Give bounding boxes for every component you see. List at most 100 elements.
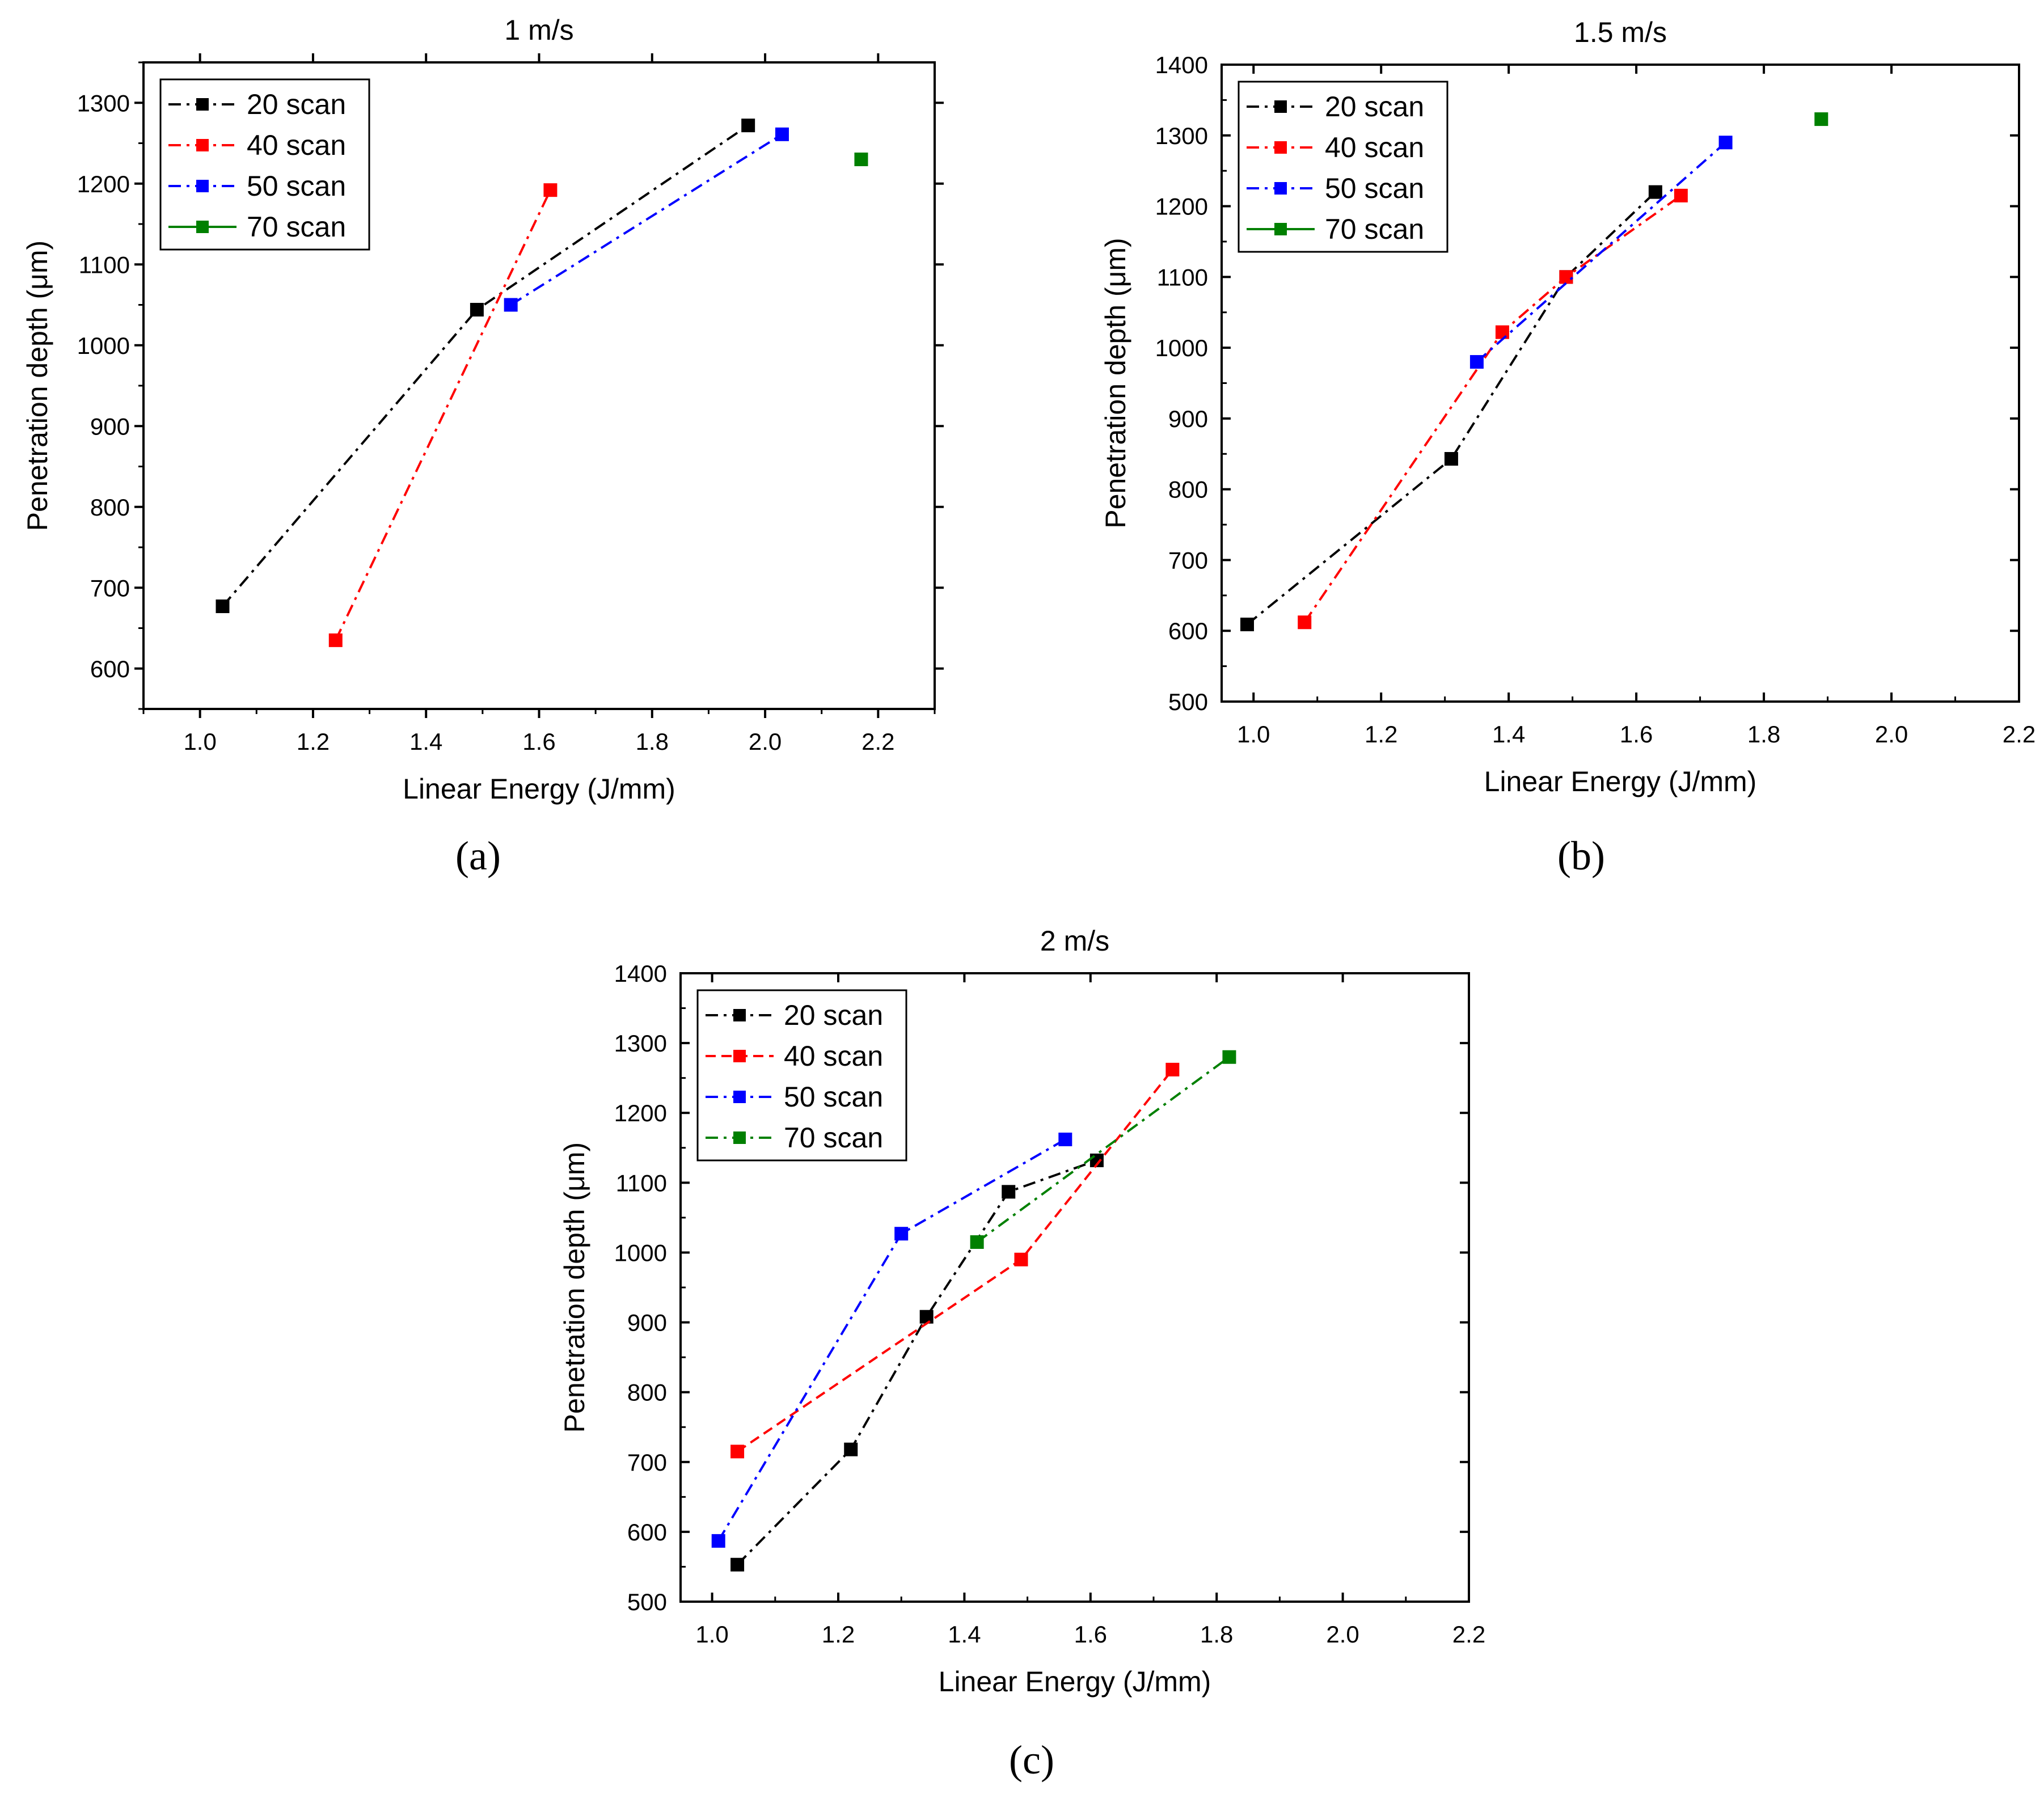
series-20-scan: [730, 1153, 1104, 1572]
y-tick-label: 1000: [614, 1239, 667, 1266]
data-point: [1240, 617, 1254, 631]
x-tick-label: 2.0: [1326, 1621, 1359, 1648]
series-70-scan: [970, 1050, 1236, 1249]
data-point: [543, 183, 558, 197]
y-tick-label: 1400: [1155, 52, 1208, 78]
series-line: [736, 1159, 1097, 1566]
legend-label: 50 scan: [784, 1081, 883, 1113]
x-tick-label: 1.0: [695, 1621, 728, 1648]
legend-box: [159, 78, 370, 251]
y-axis-label: Penetration depth (μm): [1100, 238, 1131, 528]
legend-marker: [196, 221, 209, 233]
x-tick-label: 1.6: [1074, 1621, 1107, 1648]
legend-label: 70 scan: [1325, 213, 1424, 245]
y-tick-label: 700: [627, 1449, 667, 1476]
y-tick-label: 700: [90, 575, 130, 601]
x-tick-label: 2.2: [1452, 1621, 1485, 1648]
chart-2: 1.5 m/s 1.0 1.2 1.4 1.6 1.8 2.0 2.2 500 600 700 800…: [1100, 16, 2035, 797]
data-point: [1058, 1133, 1072, 1147]
data-point: [216, 599, 230, 614]
y-tick-label: 1200: [1155, 193, 1208, 220]
chart-1: 1 m/s 1.0 1.2 1.4 1.6 1.8 2.0 2.2 600 700 800 900 10…: [22, 14, 944, 805]
y-tick-label: 600: [627, 1519, 667, 1546]
x-axis-label: Linear Energy (J/mm): [403, 773, 675, 805]
series-50-scan: [504, 127, 789, 312]
data-point: [504, 298, 518, 312]
series-50-scan: [1469, 136, 1733, 369]
x-tick-label: 1.8: [1200, 1621, 1233, 1648]
legend-marker: [1274, 182, 1287, 195]
x-tick-label: 1.4: [948, 1621, 981, 1648]
data-point: [1718, 136, 1733, 150]
y-tick-label: 1300: [614, 1030, 667, 1057]
data-point: [775, 127, 789, 141]
data-point: [1559, 270, 1573, 284]
data-point: [711, 1534, 725, 1548]
caption-a: (a): [455, 833, 501, 879]
data-point: [1469, 355, 1484, 369]
legend-marker: [733, 1050, 746, 1062]
series-line: [717, 1138, 1066, 1542]
legend: 20 scan 40 scan 50 scan 70 scan: [1238, 81, 1448, 253]
y-axis-label: Penetration depth (μm): [559, 1142, 590, 1433]
series-line: [510, 133, 783, 306]
data-point: [1648, 185, 1662, 199]
y-tick-label: 500: [1168, 689, 1208, 715]
data-point: [1002, 1185, 1016, 1199]
y-tick-label: 900: [1168, 406, 1208, 432]
y-axis-label: Penetration depth (μm): [22, 240, 53, 531]
legend-marker: [1274, 100, 1287, 113]
legend-label: 70 scan: [247, 211, 346, 243]
data-point: [730, 1445, 745, 1459]
series-40-scan: [1298, 188, 1688, 630]
data-point: [844, 1442, 858, 1456]
x-tick-label: 1.0: [1237, 721, 1270, 748]
data-point: [1165, 1062, 1180, 1076]
chart-3: 2 m/s 1.0 1.2 1.4 1.6 1.8 2.0 2.2 500 600 700 800 90…: [559, 925, 1485, 1698]
legend-label: 50 scan: [1325, 172, 1424, 204]
data-point: [1814, 112, 1828, 126]
legend: 20 scan 40 scan 50 scan 70 scan: [696, 989, 907, 1162]
x-tick-label: 2.0: [1875, 721, 1908, 748]
x-tick-label: 1.4: [409, 728, 442, 755]
x-tick-label: 1.6: [522, 728, 555, 755]
x-tick-label: 1.6: [1620, 721, 1653, 748]
legend-marker: [196, 180, 209, 192]
series-50-scan: [711, 1133, 1072, 1548]
data-point: [741, 119, 755, 133]
x-tick-label: 1.4: [1492, 721, 1525, 748]
data-point: [894, 1227, 909, 1241]
legend-marker: [1274, 223, 1287, 235]
y-tick-label: 800: [90, 494, 130, 521]
data-point: [854, 153, 868, 166]
series-40-scan: [730, 1062, 1180, 1459]
y-tick-label: 800: [1168, 476, 1208, 503]
chart-title: 2 m/s: [1040, 925, 1109, 957]
data-point: [328, 633, 343, 647]
x-tick-label: 1.8: [1747, 721, 1780, 748]
x-axis-label: Linear Energy (J/mm): [1484, 766, 1757, 797]
series-40-scan: [328, 183, 558, 647]
x-tick-label: 1.2: [297, 728, 330, 755]
x-axis-label: Linear Energy (J/mm): [939, 1666, 1211, 1698]
y-tick-label: 800: [627, 1379, 667, 1406]
data-point: [1298, 615, 1312, 630]
legend-marker: [1274, 141, 1287, 154]
y-tick-label: 900: [627, 1310, 667, 1336]
legend-marker: [196, 139, 209, 151]
legend-label: 50 scan: [247, 170, 346, 202]
legend-label: 70 scan: [784, 1122, 883, 1154]
series-70-scan: [854, 153, 868, 166]
y-tick-label: 1200: [77, 171, 130, 197]
legend-label: 40 scan: [784, 1040, 883, 1072]
y-tick-label: 1000: [1155, 335, 1208, 361]
legend-marker: [733, 1131, 746, 1144]
legend-label: 20 scan: [247, 88, 346, 120]
y-tick-label: 500: [627, 1589, 667, 1615]
legend-label: 40 scan: [1325, 132, 1424, 163]
data-point: [470, 303, 484, 317]
y-tick-label: 1100: [1157, 264, 1208, 290]
y-tick-label: 600: [1168, 618, 1208, 644]
y-tick-label: 1100: [79, 251, 130, 278]
